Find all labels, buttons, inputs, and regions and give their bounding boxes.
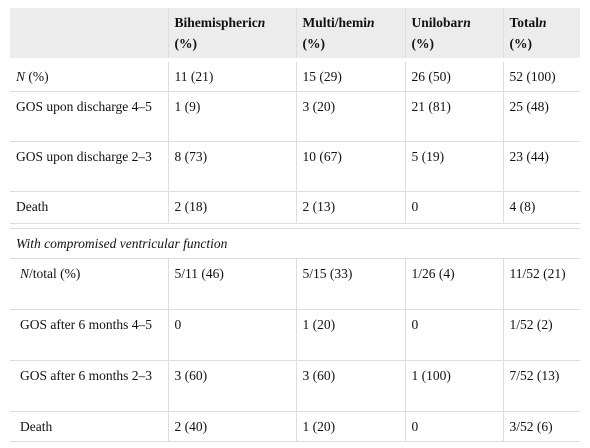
table-cell: 1/52 (2)	[502, 309, 580, 361]
table-cell: 1 (20)	[295, 309, 405, 361]
table-cell: 4 (8)	[502, 191, 580, 224]
table-row: N (%) 11 (21) 15 (29) 26 (50) 52 (100)	[10, 60, 580, 92]
table-cell: 3 (60)	[295, 360, 405, 412]
cell-text: (%)	[411, 36, 435, 51]
table-cell: 2 (40)	[167, 411, 296, 442]
table-cell: 15 (29)	[295, 60, 405, 92]
data-table: Bihemisphericn (%) Multi/hemin (%) Unilobarn…	[10, 8, 580, 442]
table-cell: 10 (67)	[295, 141, 405, 192]
table-cell: 26 (50)	[404, 60, 503, 92]
cell-text: (%)	[25, 69, 49, 84]
cell-text: /total (%)	[29, 266, 81, 281]
table-row: GOS after 6 months 4–5 0 1 (20) 0 1/52 (2)	[10, 309, 580, 361]
table-row: Death 2 (18) 2 (13) 0 4 (8)	[10, 191, 580, 224]
cell-text: (%)	[174, 36, 198, 51]
table-row: GOS upon discharge 4–5 1 (9) 3 (20) 21 (81)…	[10, 91, 580, 142]
header-cell: Totaln (%)	[502, 8, 580, 62]
cell-text: Total	[509, 15, 540, 30]
cell-text: (%)	[302, 36, 326, 51]
table-cell: 5/11 (46)	[167, 258, 296, 310]
table-cell: 52 (100)	[502, 60, 580, 92]
table-cell: 11 (21)	[167, 60, 296, 92]
table-cell: 1 (20)	[295, 411, 405, 442]
cell-text: With compromised ventricular function	[16, 236, 228, 251]
table-cell: GOS upon discharge 2–3	[10, 141, 168, 192]
cell-text: Death	[20, 419, 53, 434]
table-row: GOS after 6 months 2–3 3 (60) 3 (60) 1 (100…	[10, 360, 580, 412]
table-row: N/total (%) 5/11 (46) 5/15 (33) 1/26 (4) 11/…	[10, 258, 580, 310]
cell-text: Multi/hemi	[302, 15, 368, 30]
cell-text: n	[463, 15, 471, 30]
table-cell: 0	[404, 411, 503, 442]
table-cell: Death	[10, 191, 168, 224]
section-row: With compromised ventricular function	[10, 228, 580, 259]
spacer-row	[10, 223, 580, 229]
table-cell: 0	[404, 309, 503, 361]
cell-text: n	[257, 15, 266, 30]
table-cell: 25 (48)	[502, 91, 580, 142]
cell-text: N	[20, 266, 30, 281]
table-cell: 8 (73)	[167, 141, 296, 192]
table-cell: 3/52 (6)	[502, 411, 580, 442]
table-cell: 21 (81)	[404, 91, 503, 142]
cell-text: GOS upon discharge 4–5	[16, 99, 152, 114]
header-cell: Unilobarn (%)	[404, 8, 503, 62]
table-cell: 11/52 (21)	[502, 258, 580, 310]
table-cell: 5/15 (33)	[295, 258, 405, 310]
cell-text: GOS upon discharge 2–3	[16, 149, 152, 164]
table-cell: 1/26 (4)	[404, 258, 503, 310]
cell-text: Death	[16, 199, 49, 214]
table-cell: 1 (9)	[167, 91, 296, 142]
table-cell: 5 (19)	[404, 141, 503, 192]
section-cell: With compromised ventricular function	[10, 228, 580, 259]
cell-text: Unilobar	[411, 15, 464, 30]
cell-text: GOS after 6 months 4–5	[20, 317, 152, 332]
cell-text: N	[16, 69, 26, 84]
cell-text: (%)	[509, 36, 533, 51]
header-cell: Multi/hemin (%)	[295, 8, 405, 62]
header-cell	[10, 8, 168, 62]
table-row: GOS upon discharge 2–3 8 (73) 10 (67) 5 (19…	[10, 141, 580, 192]
cell-text: n	[539, 15, 547, 30]
table-cell: 7/52 (13)	[502, 360, 580, 412]
table-cell: N (%)	[10, 60, 168, 92]
table-cell: 0	[167, 309, 296, 361]
header-cell: Bihemisphericn (%)	[167, 8, 296, 62]
table-cell: 3 (60)	[167, 360, 296, 412]
table-cell: Death	[10, 411, 168, 442]
table-cell: 2 (13)	[295, 191, 405, 224]
spacer-cell	[10, 223, 580, 229]
header-row: Bihemisphericn (%) Multi/hemin (%) Unilobarn…	[10, 8, 580, 62]
table-cell: GOS after 6 months 4–5	[10, 309, 168, 361]
cell-text: GOS after 6 months 2–3	[20, 368, 152, 383]
table-cell: GOS upon discharge 4–5	[10, 91, 168, 142]
table-cell: N/total (%)	[10, 258, 168, 310]
cell-text: Bihemispheric	[174, 15, 258, 30]
table-row: Death 2 (40) 1 (20) 0 3/52 (6)	[10, 411, 580, 442]
table-cell: 1 (100)	[404, 360, 503, 412]
table-cell: 23 (44)	[502, 141, 580, 192]
table-cell: GOS after 6 months 2–3	[10, 360, 168, 412]
table-cell: 0	[404, 191, 503, 224]
cell-text: n	[367, 15, 375, 30]
table-cell: 2 (18)	[167, 191, 296, 224]
table-cell: 3 (20)	[295, 91, 405, 142]
